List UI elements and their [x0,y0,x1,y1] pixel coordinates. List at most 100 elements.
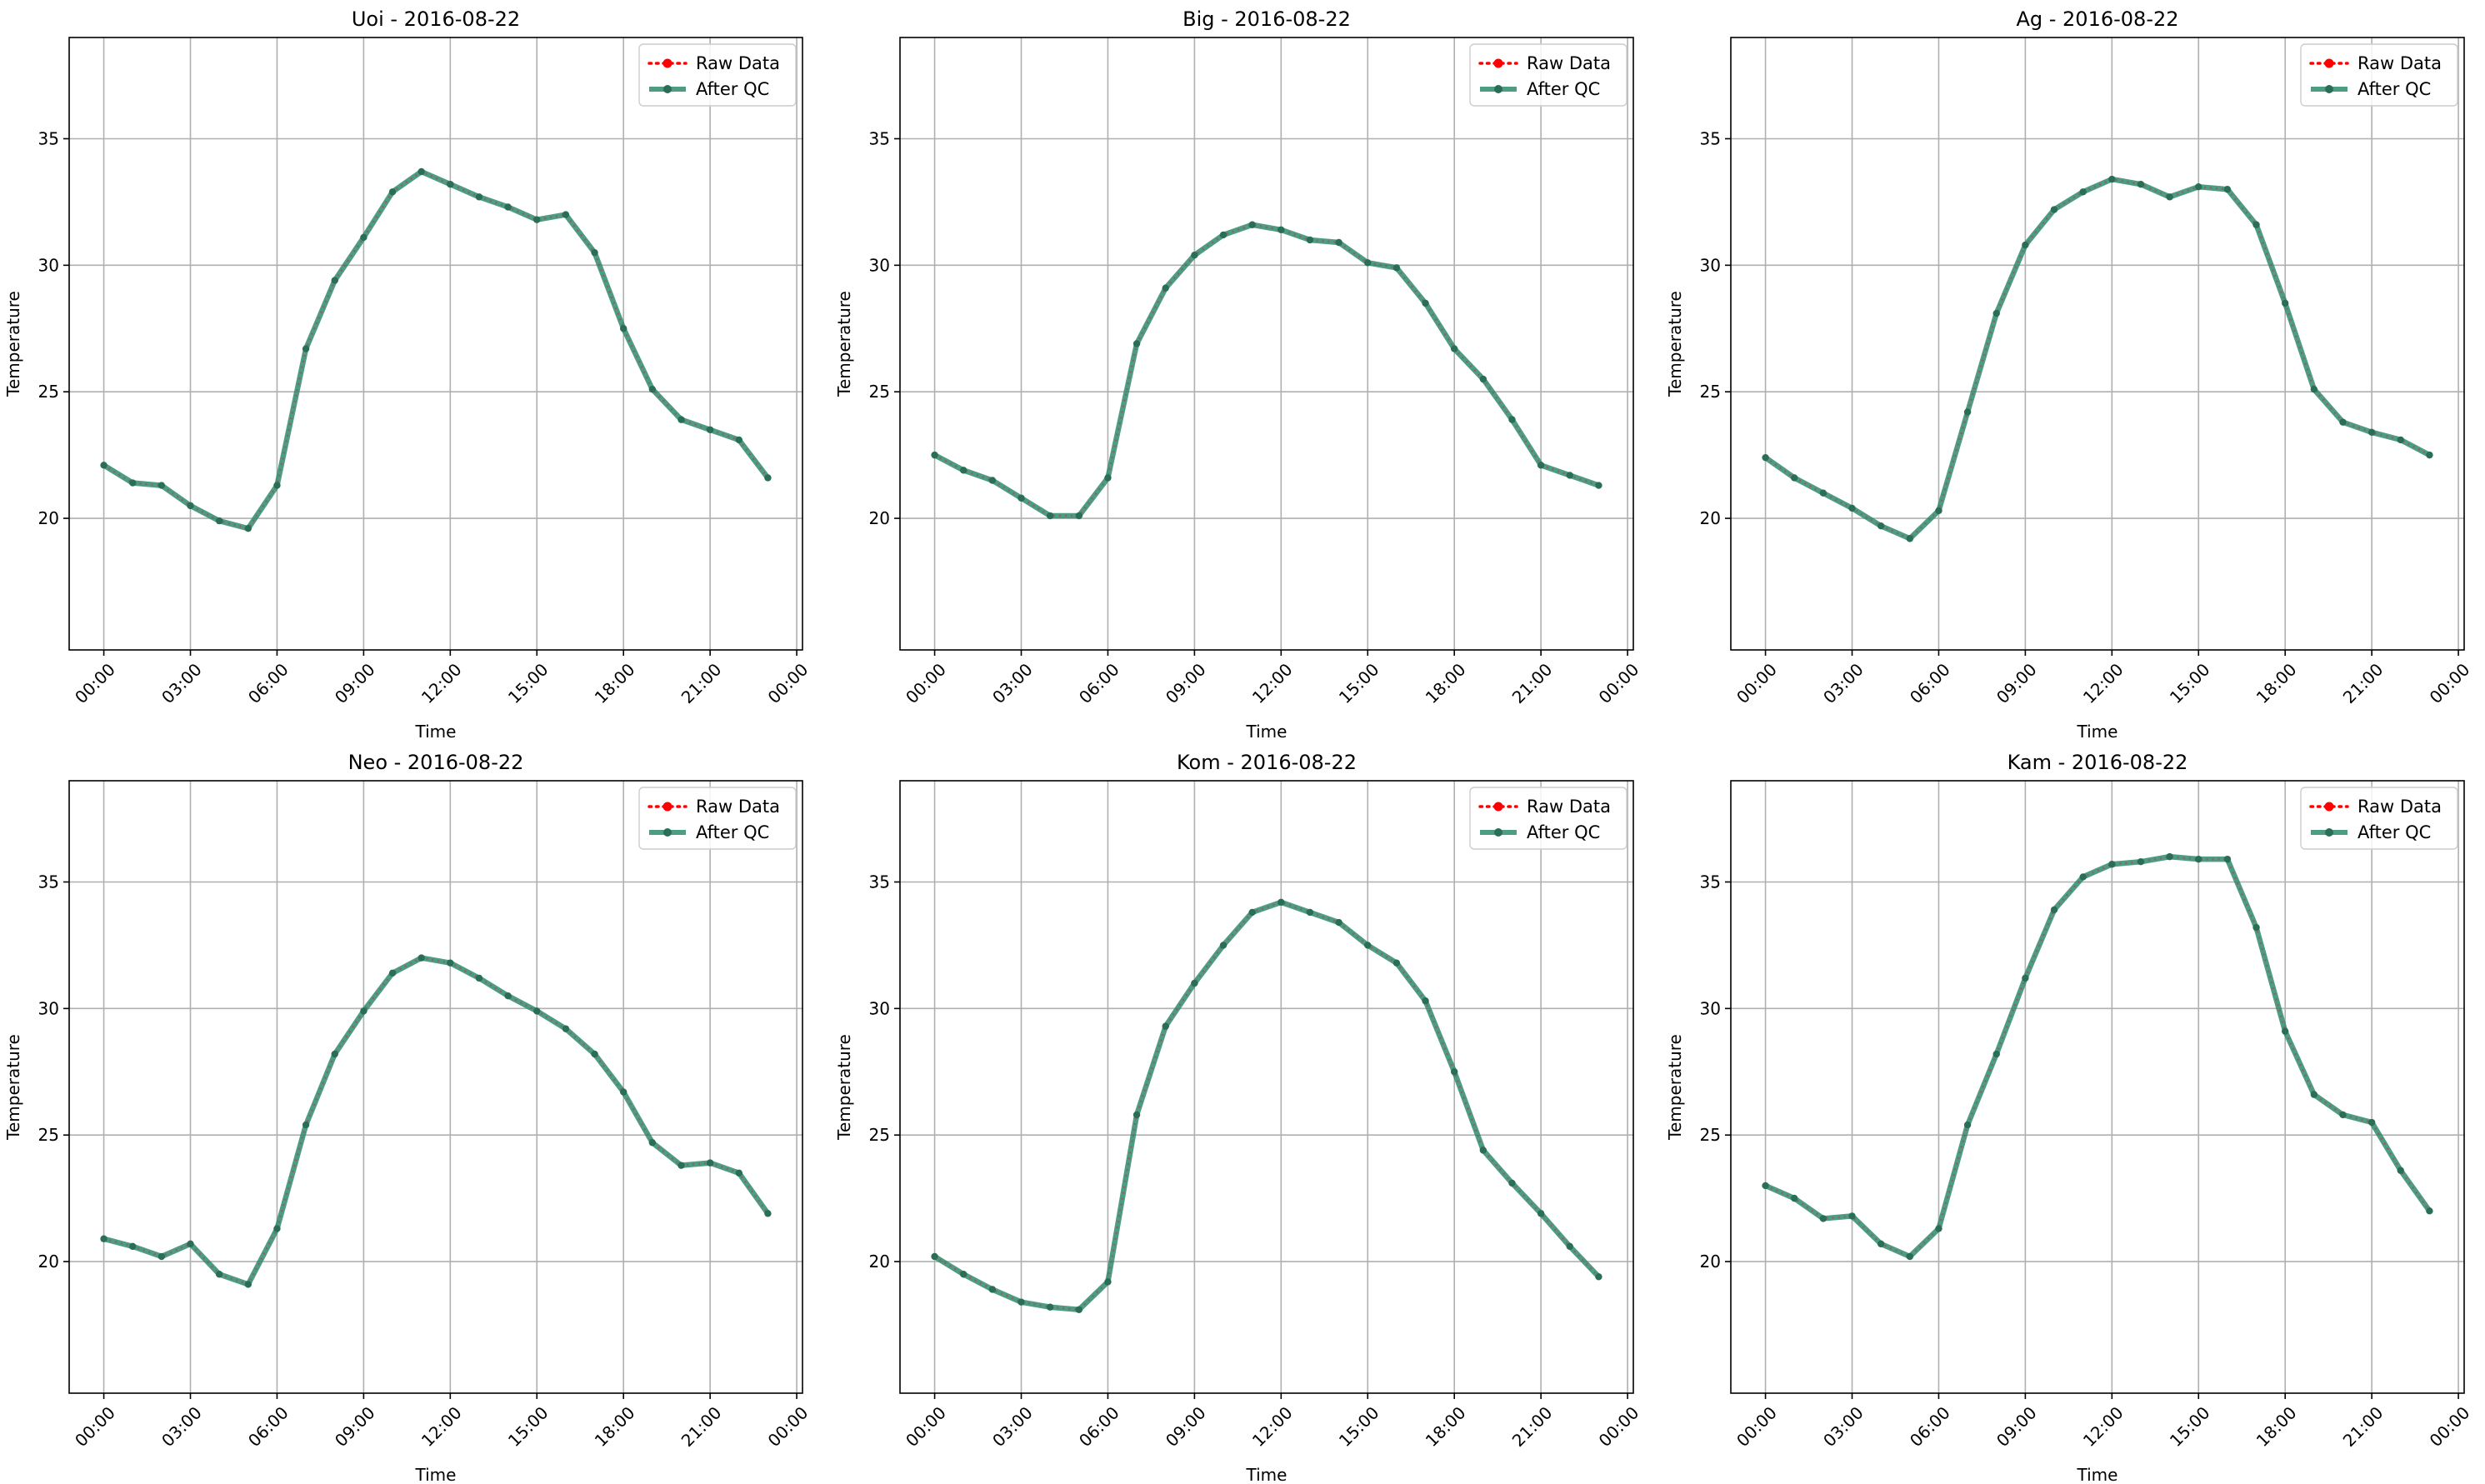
x-tick-label: 00:00 [1595,659,1643,707]
data-point-after-qc [2050,906,2058,914]
subplot-title: Big - 2016-08-22 [1182,7,1351,31]
data-point-after-qc [562,211,570,218]
series-line-raw-data [102,170,769,530]
legend-raw-marker [662,802,672,812]
data-point-after-qc [129,479,137,487]
data-point-after-qc [1162,284,1169,292]
data-point-after-qc [360,1007,368,1015]
data-point-after-qc [1278,898,1285,906]
y-axis-label: Temperature [1665,291,1685,397]
y-tick-label: 35 [1700,128,1721,148]
legend-qc-marker [1494,828,1502,837]
y-tick-label: 30 [869,998,890,1018]
data-point-after-qc [988,1286,997,1293]
data-point-after-qc [988,477,997,484]
data-point-after-qc [360,233,368,242]
legend-qc-label: After QC [2358,822,2431,842]
y-tick-label: 20 [869,1252,890,1272]
data-point-after-qc [648,385,657,393]
legend-raw-marker [2324,802,2334,812]
x-tick-label: 00:00 [1732,1402,1781,1451]
data-point-after-qc [2426,451,2433,459]
x-tick-label: 06:00 [244,1402,292,1451]
subplot-title: Neo - 2016-08-22 [348,751,524,774]
subplot-1: 00:00 03:00 06:00 09:00 12:00 15:00 18:00 21:00… [3,7,812,742]
data-point-after-qc [1335,238,1342,247]
x-tick-label: 15:00 [1335,659,1383,707]
series-line-raw-data [1764,177,2431,540]
y-tick-label: 25 [38,382,59,402]
data-point-after-qc [960,1271,968,1278]
x-tick-label: 06:00 [1075,1402,1123,1451]
data-point-after-qc [1392,264,1401,272]
subplot-title: Kom - 2016-08-22 [1177,751,1357,774]
data-point-after-qc [2137,857,2145,866]
data-point-after-qc [619,1088,628,1096]
data-point-after-qc [388,969,397,977]
x-tick-label: 21:00 [1508,1402,1557,1451]
data-point-after-qc [1935,507,1942,515]
data-point-after-qc [1364,259,1372,267]
subplot-5: 00:00 03:00 06:00 09:00 12:00 15:00 18:00 21:00… [834,751,1642,1484]
subplot-6: 00:00 03:00 06:00 09:00 12:00 15:00 18:00 21:00… [1665,751,2473,1484]
data-point-after-qc [706,426,714,433]
data-point-after-qc [2108,861,2116,868]
data-point-after-qc [1906,1252,1914,1261]
x-axis-label: Time [2077,1465,2118,1484]
x-tick-label: 06:00 [1075,659,1123,707]
legend-qc-marker [1494,85,1502,93]
data-point-after-qc [2339,418,2347,426]
series-line-after-qc [101,955,771,1287]
x-tick-label: 03:00 [158,659,206,707]
subplot-title: Kam - 2016-08-22 [2008,751,2188,774]
legend-qc-label: After QC [1527,79,1600,99]
series-line-after-qc [101,168,771,532]
x-tick-label: 03:00 [158,1402,206,1451]
series-group [931,898,1602,1313]
x-tick-label: 09:00 [331,659,379,707]
data-point-after-qc [562,1025,570,1032]
data-point-after-qc [1935,1225,1942,1232]
x-tick-label: 18:00 [2252,659,2301,707]
series-group [100,954,772,1288]
axes-frame [899,780,1634,1394]
x-tick-label: 18:00 [591,659,639,707]
data-point-after-qc [1018,1298,1025,1306]
data-point-after-qc [100,1235,108,1242]
y-axis-label: Temperature [834,1034,854,1141]
y-tick-label: 35 [38,872,59,892]
data-point-after-qc [1046,512,1054,520]
data-point-after-qc [1364,942,1372,949]
legend: Raw Data After QC [2300,787,2458,850]
x-tick-label: 00:00 [764,659,812,707]
data-point-after-qc [591,1050,598,1058]
data-point-after-qc [2195,182,2202,191]
data-point-after-qc [1877,522,1885,530]
x-tick-label: 18:00 [591,1402,639,1451]
data-point-after-qc [504,992,512,1000]
data-point-after-qc [1537,462,1545,469]
x-tick-label: 21:00 [678,1402,726,1451]
series-line-after-qc [1762,853,2432,1260]
subplot-2: 00:00 03:00 06:00 09:00 12:00 15:00 18:00 21:00… [834,7,1642,742]
data-point-after-qc [475,974,483,982]
data-point-after-qc [1132,340,1141,347]
y-tick-label: 35 [869,128,890,148]
data-point-after-qc [1219,942,1228,949]
x-tick-label: 00:00 [902,1402,950,1451]
series-group [1762,852,2433,1261]
legend: Raw Data After QC [638,43,797,107]
legend: Raw Data After QC [638,787,797,850]
data-point-after-qc [2223,186,2232,193]
data-point-after-qc [158,1252,166,1261]
data-point-after-qc [302,345,310,352]
x-tick-label: 09:00 [1992,659,2041,707]
data-point-after-qc [1479,1147,1488,1154]
data-point-after-qc [678,1162,685,1169]
legend-raw-label: Raw Data [696,53,780,73]
legend-qc-label: After QC [2358,79,2431,99]
data-point-after-qc [1537,1210,1545,1217]
data-point-after-qc [1508,416,1516,423]
x-tick-label: 06:00 [244,659,292,707]
data-point-after-qc [2252,221,2260,228]
